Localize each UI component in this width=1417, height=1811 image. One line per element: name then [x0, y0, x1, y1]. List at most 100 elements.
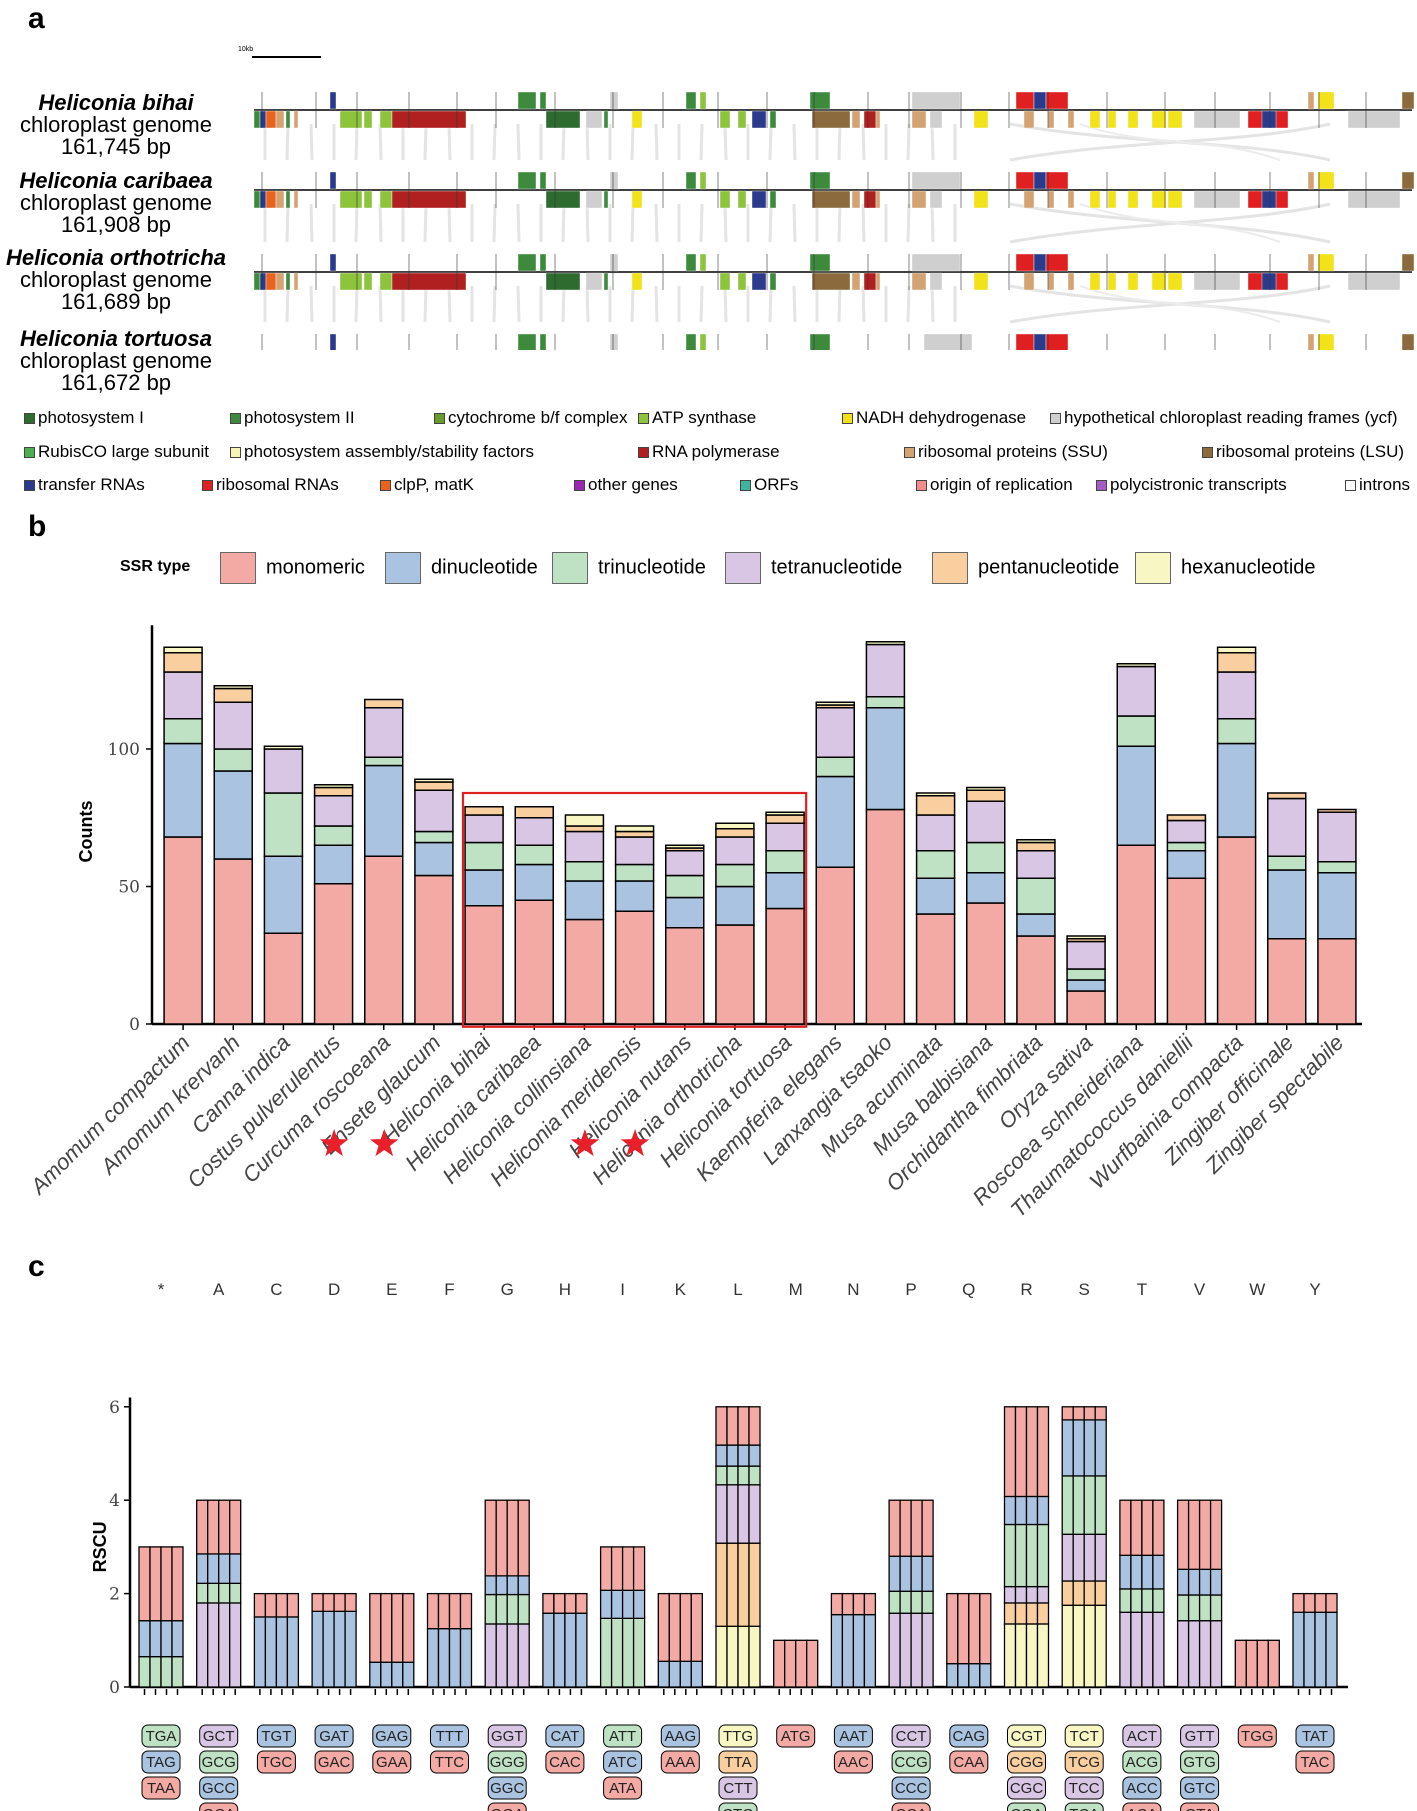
gene-block — [719, 272, 731, 291]
gene-block — [329, 253, 337, 272]
gene-block — [631, 110, 643, 129]
collinear-link — [378, 123, 383, 161]
gene-block — [929, 190, 943, 209]
collinear-link — [723, 285, 728, 323]
rscu-segment — [1003, 1623, 1017, 1688]
rscu-segment — [1119, 1611, 1132, 1688]
gene-block — [737, 110, 747, 129]
rscu-segment — [1094, 1406, 1107, 1421]
bar-segment — [1267, 938, 1307, 1025]
codon-box — [1007, 1776, 1046, 1800]
gene-block — [863, 110, 877, 129]
bar-segment — [1116, 665, 1156, 717]
collinear-block-links — [263, 122, 1331, 324]
collinear-link — [837, 203, 842, 243]
codon-label: GCG — [202, 1754, 236, 1771]
codon-box — [1180, 1724, 1220, 1748]
collinear-link — [861, 123, 866, 161]
bar-stack — [765, 811, 805, 1025]
rscu-segment — [830, 1613, 844, 1688]
ssr-legend-item: dinucleotide — [385, 552, 538, 584]
rscu-segment — [610, 1617, 624, 1688]
rscu-segment — [863, 1613, 877, 1688]
collinear-link — [447, 203, 452, 243]
gene-block — [265, 272, 277, 291]
ssr-legend-label: trinucleotide — [598, 556, 706, 579]
bar-segment — [715, 924, 755, 1025]
ssr-legend-title: SSR type — [120, 558, 191, 575]
bar-segment — [213, 748, 253, 772]
bar-segment — [665, 874, 705, 899]
panel-a-label: a — [28, 2, 45, 35]
bar-segment — [1216, 652, 1257, 673]
rscu-segment — [391, 1661, 404, 1688]
rscu-segment — [726, 1444, 739, 1467]
genome-track — [253, 253, 1415, 291]
rscu-segment — [737, 1542, 750, 1627]
rscu-segment — [517, 1623, 530, 1688]
rscu-segment — [495, 1575, 508, 1596]
gene-block — [1307, 253, 1315, 272]
bar-segment — [514, 817, 554, 846]
legend-swatch — [574, 480, 585, 491]
bar-segment — [665, 844, 705, 849]
gene-block — [809, 171, 831, 190]
gene-block — [609, 171, 619, 190]
gene-block — [1047, 272, 1055, 291]
codon-label: GTA — [1185, 1806, 1215, 1811]
bar-segment — [1216, 742, 1257, 838]
bar-segment — [514, 806, 554, 819]
legend-swatch — [842, 413, 853, 424]
bar-segment — [263, 792, 304, 857]
codon-box — [1007, 1724, 1046, 1748]
collinear-link — [423, 203, 428, 243]
bar-segment — [1216, 646, 1257, 654]
ssr-legend-item: tetranucleotide — [725, 552, 902, 584]
genome-desc: chloroplast genome — [19, 112, 212, 137]
rscu-segment — [1141, 1611, 1154, 1688]
gene-block — [539, 333, 547, 350]
rscu-segment — [1303, 1611, 1316, 1688]
rscu-segment — [1083, 1419, 1096, 1477]
rscu-segment — [1036, 1495, 1050, 1526]
genome-desc: chloroplast genome — [19, 348, 212, 373]
codon-label: TTT — [436, 1728, 464, 1745]
gene-block — [1261, 190, 1277, 209]
ssr-legend-item: hexanucleotide — [1135, 552, 1316, 584]
rscu-segment — [484, 1593, 497, 1625]
codon-label: CGG — [1009, 1754, 1043, 1771]
gene-block — [923, 333, 973, 350]
legend-swatch — [1202, 447, 1213, 458]
gene-block — [1401, 91, 1415, 110]
bar-segment — [514, 844, 554, 866]
rscu-segment — [1176, 1499, 1190, 1570]
rscu-segment — [1036, 1623, 1050, 1688]
y-axis-label: Counts — [76, 801, 96, 863]
codon-label: CGA — [1010, 1806, 1043, 1811]
inverted-link — [1079, 123, 1281, 161]
codon-label: GAT — [319, 1728, 349, 1745]
bar-segment — [263, 855, 304, 934]
bar-segment — [1317, 808, 1357, 813]
collinear-link — [309, 285, 314, 323]
rscu-segment — [852, 1613, 866, 1688]
gene-legend-item: introns — [1345, 475, 1410, 495]
bar-segment — [213, 858, 253, 1025]
bar-segment — [966, 800, 1006, 844]
bar-segment — [263, 932, 304, 1025]
bar-segment — [715, 863, 755, 888]
rscu-segment — [910, 1590, 923, 1614]
amino-acid-label: H — [559, 1280, 571, 1299]
codon-label: TGG — [1241, 1728, 1274, 1745]
legend-label: RNA polymerase — [652, 442, 780, 461]
codon-label: GAA — [376, 1754, 408, 1771]
gene-block — [253, 190, 261, 209]
rscu-segment — [657, 1592, 670, 1662]
genome-name: Heliconia caribaea chloroplast genome 161,… — [0, 170, 232, 236]
bar-segment — [364, 756, 404, 767]
gene-block — [631, 272, 643, 291]
codon-box — [487, 1802, 527, 1811]
bar-segment — [665, 896, 705, 929]
codon-box — [1180, 1750, 1220, 1774]
rscu-segment — [910, 1499, 923, 1557]
